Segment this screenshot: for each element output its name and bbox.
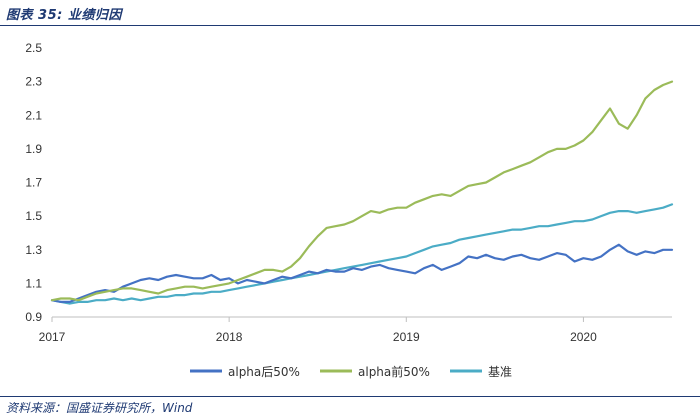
series-line-3 xyxy=(50,203,674,305)
x-tick-label: 2017 xyxy=(39,330,66,344)
legend-label: alpha后50% xyxy=(228,365,300,379)
series-line-2 xyxy=(50,80,674,302)
source-note: 资料来源：国盛证券研究所，Wind xyxy=(6,401,193,415)
y-axis-ticks: 0.9 1.1 1.3 1.5 1.7 1.9 2.1 2.3 2.5 xyxy=(25,41,42,324)
caption-divider xyxy=(0,25,700,26)
legend: alpha后50% alpha前50% 基准 xyxy=(190,364,512,379)
y-tick-label: 0.9 xyxy=(25,310,42,324)
source-divider xyxy=(0,396,700,397)
y-tick-label: 2.1 xyxy=(25,108,42,122)
y-tick-label: 2.3 xyxy=(25,75,42,89)
y-tick-label: 1.5 xyxy=(25,209,42,223)
series-lines xyxy=(50,80,674,305)
y-tick-label: 1.9 xyxy=(25,142,42,156)
y-tick-label: 1.1 xyxy=(25,276,42,290)
x-tick-label: 2020 xyxy=(570,330,597,344)
legend-label: alpha前50% xyxy=(358,364,430,379)
series-line-1 xyxy=(50,243,674,303)
performance-attribution-chart: 0.9 1.1 1.3 1.5 1.7 1.9 2.1 2.3 2.5 2017 2018 2019… xyxy=(25,41,674,379)
x-tick-label: 2018 xyxy=(216,330,243,344)
x-tick-label: 2019 xyxy=(393,330,420,344)
y-tick-label: 1.7 xyxy=(25,176,42,190)
x-axis-ticks: 2017 2018 2019 2020 xyxy=(39,317,597,344)
figure-caption: 图表 35: 业绩归因 xyxy=(6,8,122,23)
y-tick-label: 2.5 xyxy=(25,41,42,55)
legend-label: 基准 xyxy=(488,365,512,379)
y-tick-label: 1.3 xyxy=(25,243,42,257)
